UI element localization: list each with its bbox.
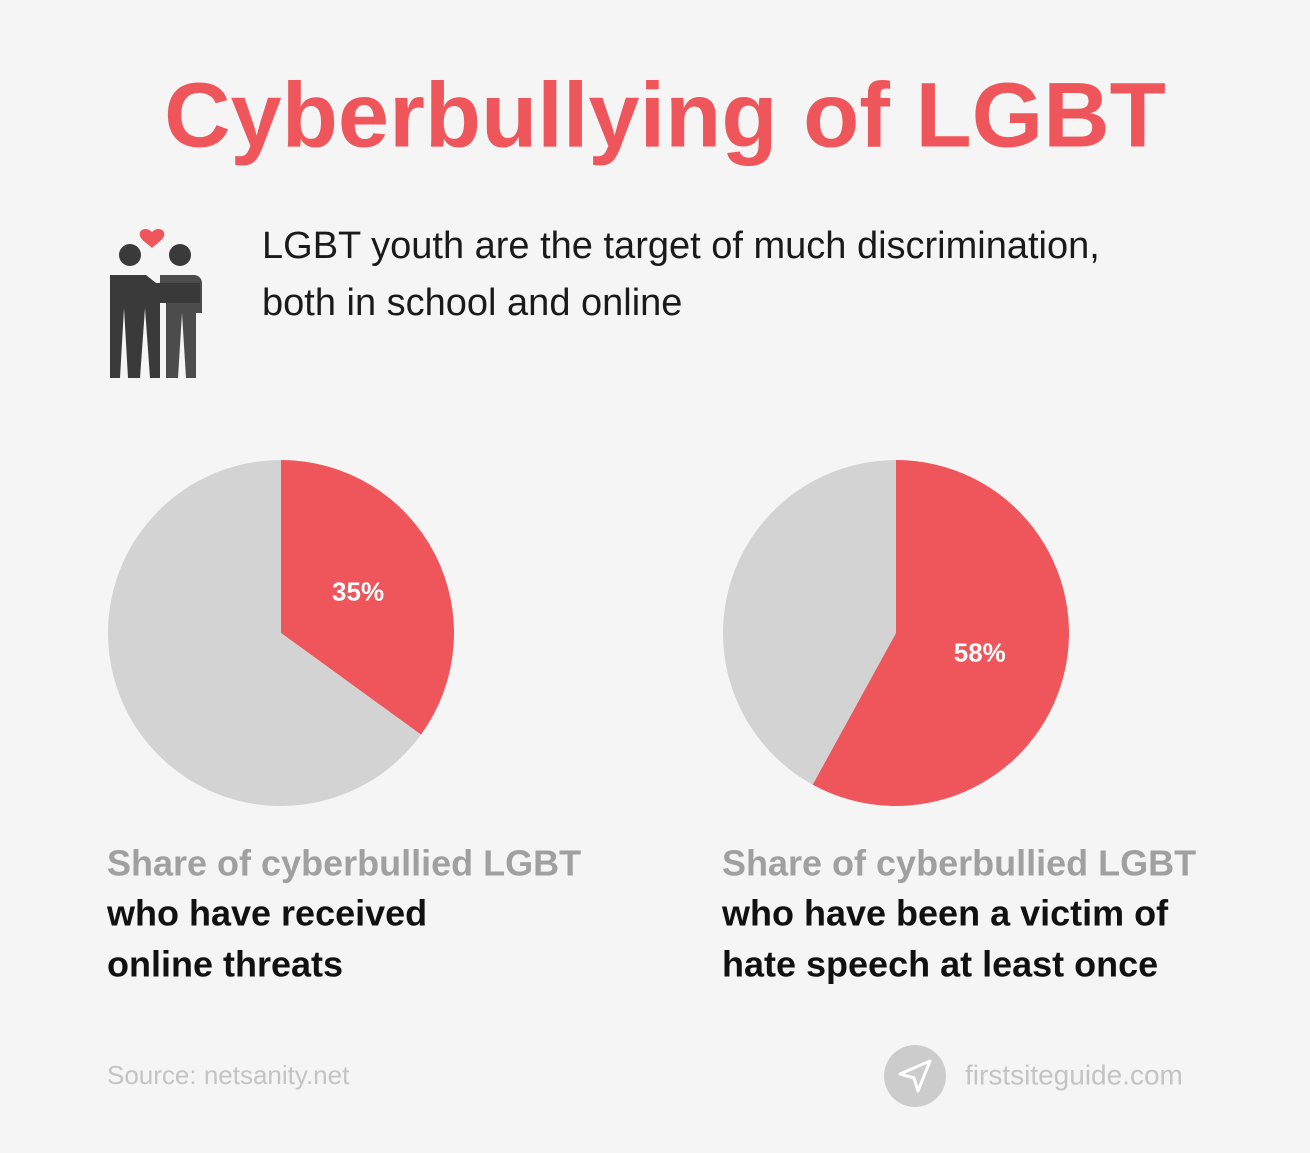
- brand: firstsiteguide.com: [965, 1059, 1183, 1090]
- pie-slice: [281, 460, 454, 735]
- source: Source: netsanity.net: [107, 1060, 350, 1090]
- charts: 35% Share of cyberbullied LGBT who have re…: [106, 460, 1196, 985]
- value-label: 35%: [332, 577, 384, 607]
- value-label: 58%: [954, 637, 1006, 667]
- heart-icon: [139, 229, 165, 248]
- caption-line: online threats: [107, 944, 343, 985]
- title: Cyberbullying of LGBT: [164, 64, 1166, 166]
- subtitle-line: both in school and online: [262, 282, 682, 324]
- brand-logo-icon: [898, 1059, 932, 1093]
- caption-lead: Share of cyberbullied LGBT: [722, 843, 1196, 884]
- caption-lead: Share of cyberbullied LGBT: [107, 843, 581, 884]
- subtitle: LGBT youth are the target of much discri…: [262, 225, 1100, 324]
- pie-chart: 35% Share of cyberbullied LGBT who have re…: [106, 460, 581, 985]
- caption-line: who have been a victim of: [721, 893, 1169, 934]
- caption-line: hate speech at least once: [722, 944, 1158, 985]
- pie-slice: [722, 460, 896, 785]
- caption-line: who have received: [106, 893, 427, 934]
- people-icon: [110, 229, 202, 378]
- pie-slice: [107, 460, 421, 807]
- pie-chart: 58% Share of cyberbullied LGBT who have be…: [721, 460, 1196, 985]
- subtitle-line: LGBT youth are the target of much discri…: [262, 225, 1100, 267]
- brand-logo: [884, 1045, 946, 1107]
- pie-slice: [812, 460, 1069, 806]
